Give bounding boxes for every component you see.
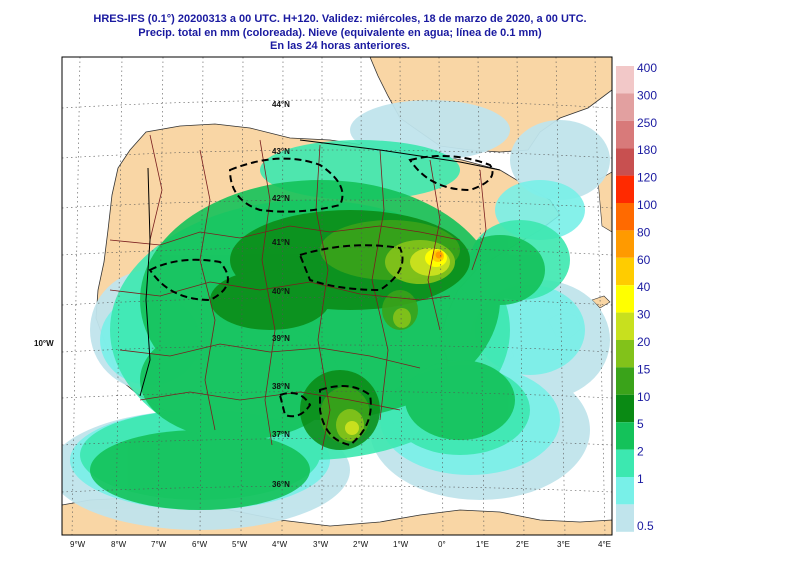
legend-label: 250 (637, 116, 657, 130)
legend-label: 100 (637, 198, 657, 212)
legend-swatch (616, 93, 634, 121)
legend-label: 20 (637, 335, 651, 349)
legend-swatch (616, 203, 634, 231)
map-title: HRES-IFS (0.1°) 20200313 a 00 UTC. H+120… (93, 13, 587, 25)
lon-label: 4°W (272, 540, 288, 549)
legend-label: 120 (637, 171, 657, 185)
legend-label: 5 (637, 417, 644, 431)
lon-label: 3°E (557, 540, 570, 549)
legend-label: 15 (637, 362, 651, 376)
province-borders (109, 134, 487, 451)
legend-swatch (616, 257, 634, 286)
legend-label: 40 (637, 280, 651, 294)
lat-label: 40°N (272, 287, 290, 296)
lat-label: 43°N (272, 147, 290, 156)
legend-swatch (616, 285, 634, 313)
legend-label: 1 (637, 472, 644, 486)
lon-label: 8°W (111, 540, 127, 549)
legend-swatch (616, 230, 634, 258)
lon-label: 1°E (476, 540, 489, 549)
country-borders (139, 139, 501, 397)
legend-label: 180 (637, 143, 657, 157)
latitude-labels: 44°N 43°N 42°N 41°N 40°N 39°N 38°N 37°N … (272, 100, 290, 489)
lat-label: 36°N (272, 480, 290, 489)
legend-swatch (616, 148, 634, 176)
lon-label: 2°W (353, 540, 369, 549)
lat-label: 44°N (272, 100, 290, 109)
legend-swatch (616, 175, 634, 203)
legend-swatch (616, 449, 634, 477)
lon-label: 0° (438, 540, 446, 549)
lat-label: 42°N (272, 194, 290, 203)
legend-label: 0.5 (637, 519, 654, 533)
legend-label: 60 (637, 253, 651, 267)
legend-label: 10 (637, 390, 651, 404)
map-period: En las 24 horas anteriores. (269, 40, 410, 52)
lat-label: 37°N (272, 430, 290, 439)
lat-label: 41°N (272, 238, 290, 247)
lat-label: 38°N (272, 382, 290, 391)
map-frame (61, 56, 613, 536)
legend-swatch (616, 422, 634, 450)
legend-swatch (616, 504, 634, 532)
lon-label: 5°W (232, 540, 248, 549)
legend-swatch (616, 477, 634, 505)
legend-label: 400 (637, 61, 657, 75)
lon-label: 2°E (516, 540, 529, 549)
side-lon-label: 10°W (34, 339, 54, 348)
lon-label: 7°W (151, 540, 167, 549)
snow-contour (148, 155, 494, 447)
legend-label: 80 (637, 225, 651, 239)
menorca-land (591, 295, 611, 309)
lon-label: 3°W (313, 540, 329, 549)
lat-label: 39°N (272, 334, 290, 343)
lon-label: 9°W (70, 540, 86, 549)
precip-layer-80 (435, 251, 443, 259)
legend-swatch (616, 66, 634, 94)
legend-swatch (616, 312, 634, 340)
longitude-labels: 9°W 8°W 7°W 6°W 5°W 4°W 3°W 2°W 1°W 0° 1… (70, 540, 611, 549)
legend-label: 300 (637, 88, 657, 102)
legend-label: 30 (637, 308, 651, 322)
legend-swatch (616, 340, 634, 368)
lon-label: 6°W (192, 540, 208, 549)
sardinia-land (597, 171, 612, 233)
legend-label: 2 (637, 445, 644, 459)
lon-label: 4°E (598, 540, 611, 549)
precip-legend: 400 300 250 180 120 100 80 60 40 30 20 15 10 5 2 1 0.5 (616, 61, 657, 533)
lon-label: 1°W (393, 540, 409, 549)
legend-swatch (616, 394, 634, 423)
legend-swatch (616, 367, 634, 395)
map-subtitle: Precip. total en mm (coloreada). Nieve (… (138, 27, 542, 39)
legend-swatch (616, 120, 634, 149)
